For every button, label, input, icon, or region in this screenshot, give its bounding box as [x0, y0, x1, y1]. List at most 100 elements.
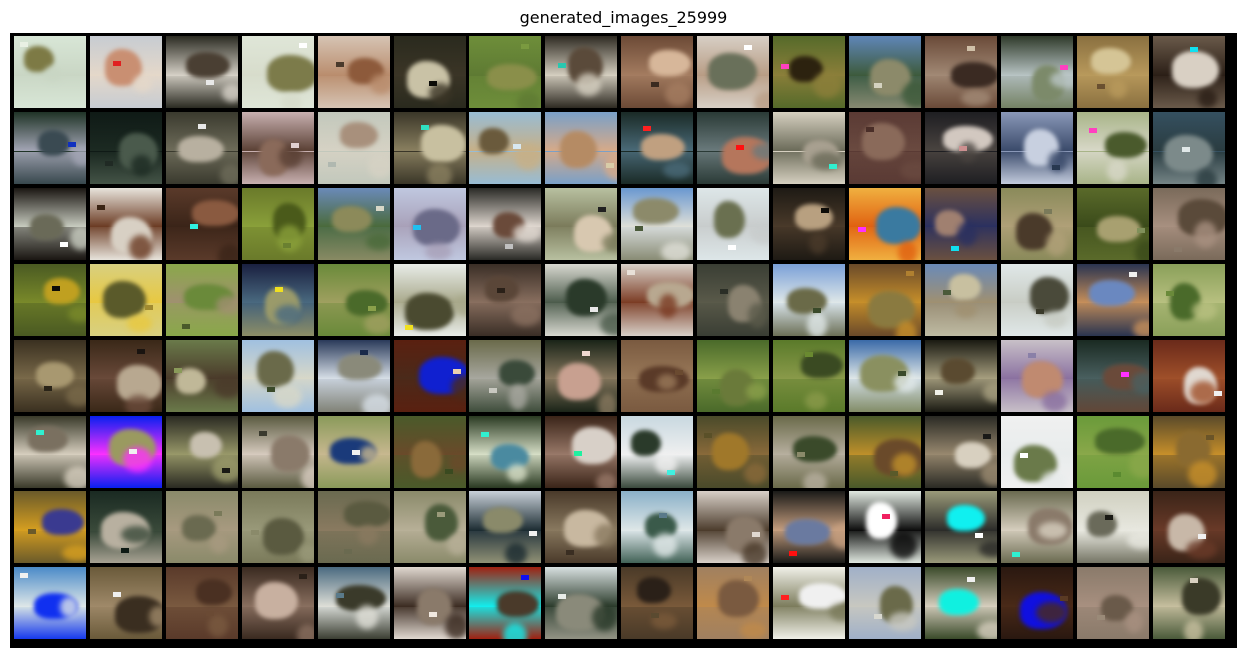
generated-image-thumbnail — [165, 415, 238, 488]
thumbnail-texture — [70, 225, 86, 250]
generated-image-thumbnail — [317, 339, 390, 412]
thumbnail-artifact — [865, 126, 874, 132]
thumbnail-artifact — [1051, 164, 1060, 170]
thumbnail-texture — [272, 384, 302, 408]
generated-image-thumbnail — [14, 415, 86, 488]
thumbnail-artifact — [375, 205, 384, 211]
thumbnail-artifact — [627, 269, 636, 275]
thumbnail-artifact — [950, 245, 959, 251]
thumbnail-artifact — [529, 531, 538, 537]
generated-image-thumbnail — [393, 491, 466, 564]
generated-image-thumbnail — [773, 111, 845, 184]
thumbnail-texture — [807, 311, 827, 336]
generated-image-thumbnail — [241, 36, 314, 108]
image-grid — [10, 33, 1237, 648]
thumbnail-artifact — [651, 613, 660, 619]
thumbnail-artifact — [52, 285, 60, 291]
thumbnail-artifact — [1213, 390, 1222, 396]
thumbnail-artifact — [213, 511, 222, 517]
generated-image-thumbnail — [469, 415, 542, 488]
thumbnail-artifact — [120, 548, 129, 554]
thumbnail-artifact — [934, 389, 943, 395]
generated-image-thumbnail — [1000, 567, 1073, 640]
thumbnail-texture — [803, 471, 827, 488]
generated-image-thumbnail — [848, 187, 921, 260]
generated-image-thumbnail — [469, 111, 542, 184]
thumbnail-artifact — [367, 305, 376, 311]
thumbnail-artifact — [1205, 434, 1214, 440]
thumbnail-artifact — [582, 350, 591, 356]
generated-image-thumbnail — [773, 567, 845, 640]
thumbnail-artifact — [282, 242, 291, 248]
thumbnail-artifact — [420, 124, 429, 130]
generated-image-thumbnail — [848, 111, 921, 184]
thumbnail-texture — [300, 464, 314, 488]
thumbnail-artifact — [60, 241, 68, 247]
thumbnail-subject — [262, 518, 304, 556]
thumbnail-ground — [317, 606, 390, 640]
thumbnail-artifact — [497, 287, 506, 293]
generated-image-thumbnail — [14, 187, 86, 260]
thumbnail-artifact — [781, 595, 789, 601]
thumbnail-texture — [657, 373, 678, 390]
generated-image-thumbnail — [1152, 111, 1225, 184]
generated-image-thumbnail — [1152, 415, 1225, 488]
thumbnail-subject — [36, 361, 74, 388]
thumbnail-texture — [829, 603, 845, 622]
generated-image-thumbnail — [1076, 567, 1149, 640]
thumbnail-texture — [1195, 168, 1217, 184]
thumbnail-texture — [298, 544, 314, 564]
generated-image-thumbnail — [1000, 111, 1073, 184]
thumbnail-texture — [592, 604, 618, 632]
generated-image-thumbnail — [924, 36, 997, 108]
thumbnail-subject — [44, 277, 80, 304]
generated-image-thumbnail — [773, 187, 845, 260]
thumbnail-subject — [1181, 578, 1221, 616]
generated-image-thumbnail — [848, 263, 921, 336]
thumbnail-subject — [483, 507, 524, 534]
thumbnail-texture — [744, 462, 768, 484]
thumbnail-artifact — [857, 226, 866, 232]
generated-image-thumbnail — [545, 567, 618, 640]
thumbnail-texture — [655, 453, 678, 474]
thumbnail-artifact — [667, 469, 676, 475]
thumbnail-subject — [339, 121, 378, 148]
generated-image-thumbnail — [773, 491, 845, 564]
thumbnail-texture — [359, 445, 378, 462]
thumbnail-texture — [367, 153, 390, 178]
generated-image-thumbnail — [89, 491, 162, 564]
generated-image-thumbnail — [773, 415, 845, 488]
thumbnail-texture — [742, 542, 768, 564]
generated-image-thumbnail — [621, 415, 694, 488]
thumbnail-artifact — [1035, 308, 1044, 314]
thumbnail-subject — [633, 197, 680, 224]
generated-image-thumbnail — [848, 491, 921, 564]
generated-image-thumbnail — [1152, 339, 1225, 412]
thumbnail-artifact — [104, 160, 113, 166]
thumbnail-artifact — [250, 530, 259, 536]
thumbnail-artifact — [659, 513, 668, 519]
thumbnail-subject — [787, 287, 827, 314]
thumbnail-subject — [572, 426, 618, 464]
thumbnail-artifact — [966, 577, 975, 583]
generated-image-thumbnail — [241, 263, 314, 336]
thumbnail-texture — [124, 394, 152, 412]
thumbnail-artifact — [128, 448, 137, 454]
thumbnail-subject — [718, 580, 760, 618]
thumbnail-subject — [712, 432, 750, 470]
thumbnail-texture — [1049, 71, 1073, 88]
thumbnail-subject — [641, 133, 686, 160]
thumbnail-artifact — [1128, 271, 1137, 277]
thumbnail-artifact — [651, 82, 660, 87]
thumbnail-texture — [976, 621, 997, 640]
generated-image-thumbnail — [621, 187, 694, 260]
thumbnail-artifact — [68, 141, 76, 147]
generated-image-thumbnail — [924, 111, 997, 184]
thumbnail-texture — [901, 81, 921, 108]
thumbnail-texture — [428, 83, 452, 104]
thumbnail-subject — [950, 62, 997, 88]
thumbnail-artifact — [20, 573, 28, 579]
thumbnail-texture — [740, 622, 768, 640]
thumbnail-subject — [793, 435, 837, 462]
thumbnail-artifact — [712, 388, 721, 394]
